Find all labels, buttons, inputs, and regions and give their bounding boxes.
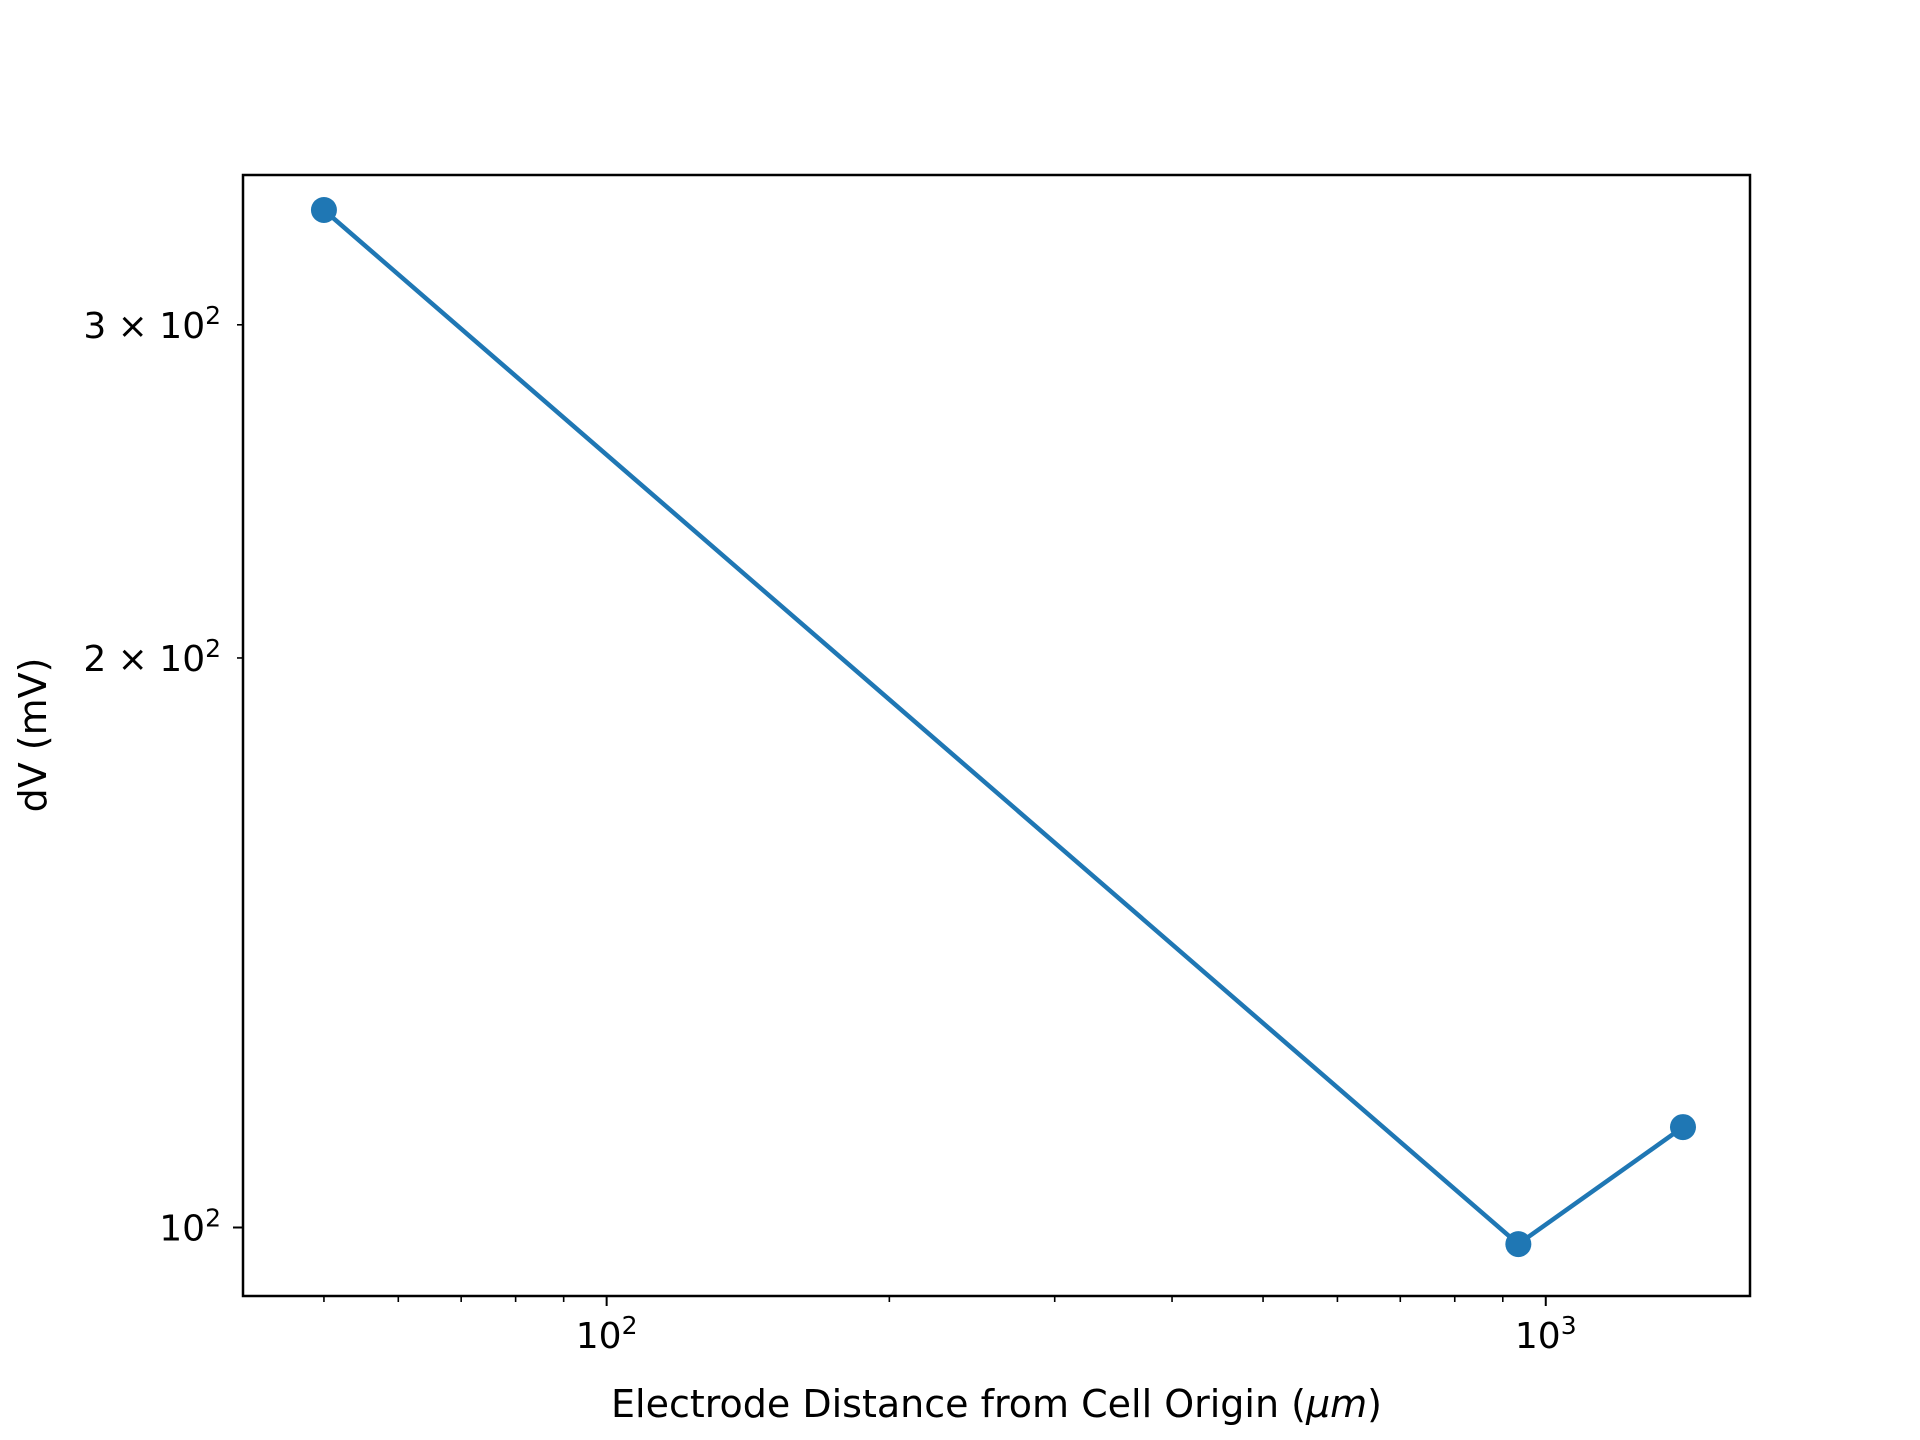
y-axis-label: dV (mV)	[11, 658, 55, 813]
x-tick-label: 103	[1515, 1311, 1577, 1357]
x-tick-label: 102	[576, 1311, 638, 1357]
data-point	[1505, 1231, 1532, 1258]
plot-frame	[241, 173, 1752, 1298]
x-axis-label-text: Electrode Distance from Cell Origin	[611, 1382, 1279, 1426]
x-axis-label-unit: μm	[1305, 1382, 1367, 1426]
y-tick-label: 3 × 102	[83, 301, 221, 347]
series-layer	[310, 196, 1696, 1258]
data-point	[310, 196, 337, 223]
x-axis-label: Electrode Distance from Cell Origin (μm)	[611, 1382, 1382, 1426]
tick-labels: 102 103 102 2 × 102 3 × 102	[83, 301, 1576, 1357]
data-point	[1669, 1114, 1696, 1141]
y-tick-label: 2 × 102	[83, 634, 221, 680]
y-tick-label: 102	[159, 1203, 221, 1249]
